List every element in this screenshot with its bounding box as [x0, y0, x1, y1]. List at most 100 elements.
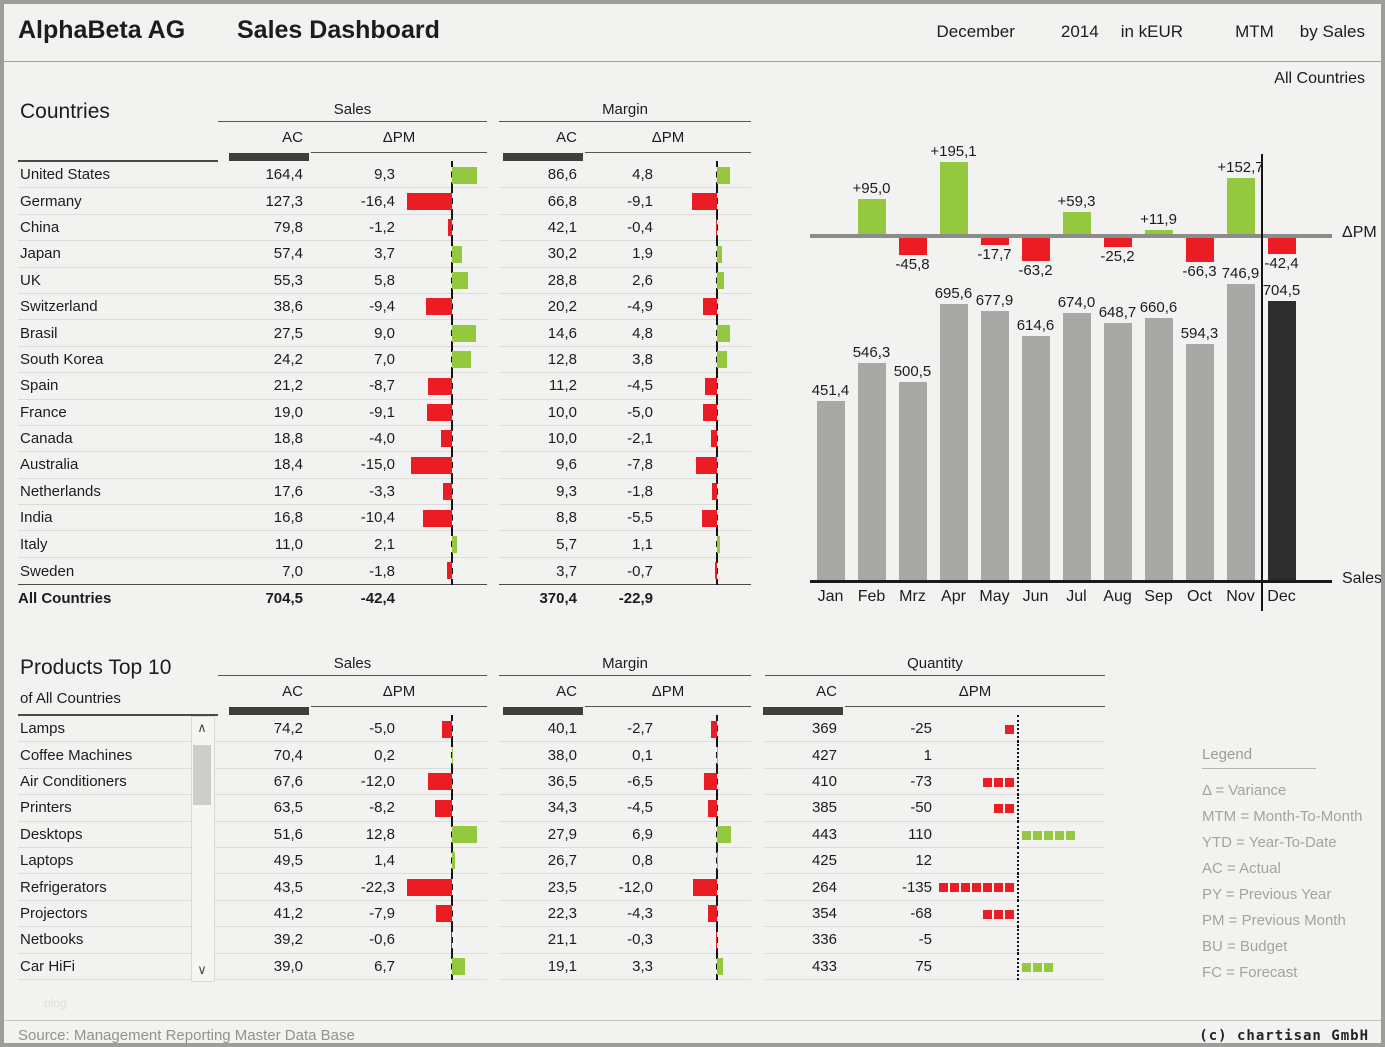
- quantity-dpm-cell: [940, 767, 1105, 796]
- sales-dpm-value: 7,0: [311, 347, 403, 374]
- quantity-blocks: [1004, 725, 1014, 734]
- quantity-block: [949, 883, 959, 893]
- quantity-dpm-cell: [940, 715, 1105, 743]
- variance-negative-bar: [1185, 238, 1214, 263]
- margin-ac-value: 19,1: [499, 954, 585, 980]
- sales-dpm-value: -0,6: [311, 927, 403, 954]
- col-header-dpm: ΔPM: [382, 128, 416, 146]
- quantity-block: [982, 883, 992, 893]
- zero-axis-line: [1016, 873, 1019, 901]
- quantity-block: [1004, 804, 1014, 814]
- product-name: Air Conditioners: [18, 769, 218, 796]
- quantity-dpm-cell: [940, 794, 1105, 822]
- quantity-block: [1065, 830, 1075, 840]
- sales-value-label: 500,5: [893, 362, 932, 380]
- sales-dpm-value: 3,7: [311, 241, 403, 268]
- sales-dpm-value: -8,2: [311, 795, 403, 822]
- margin-dpm-bar-cell: [661, 794, 751, 822]
- dpm-axis-label: ΔPM: [1342, 224, 1377, 241]
- sales-month-bar: [1144, 318, 1173, 580]
- zero-axis-line: [1016, 952, 1019, 980]
- margin-dpm-bar-cell: [661, 873, 751, 901]
- sales-value-label: 695,6: [934, 285, 973, 303]
- sales-dpm-bar-cell: [403, 926, 487, 954]
- margin-dpm-value: -1,8: [585, 479, 661, 506]
- product-name: Desktops: [18, 822, 218, 848]
- sales-dpm-bar-cell: [403, 820, 487, 848]
- quantity-dpm-value: 110: [845, 822, 940, 848]
- scope-label: All Countries: [1274, 70, 1365, 87]
- margin-ac-value: 30,2: [499, 241, 585, 268]
- sales-dpm-bar-cell: [403, 952, 487, 980]
- margin-dpm-value: 0,8: [585, 848, 661, 875]
- quantity-ac-value: 354: [765, 901, 845, 928]
- margin-ac-value: 86,6: [499, 162, 585, 189]
- variance-value-label: +11,9: [1140, 210, 1177, 228]
- margin-dpm-bar-cell: [661, 952, 751, 980]
- margin-ac-value: 22,3: [499, 901, 585, 928]
- margin-ac-value: 10,0: [499, 400, 585, 426]
- total-margin-ac: 370,4: [499, 584, 585, 611]
- country-name: China: [18, 215, 218, 242]
- sales-ac-value: 19,0: [218, 400, 311, 426]
- col-header-ac: AC: [556, 128, 577, 146]
- scroll-up-button[interactable]: ∧: [197, 720, 207, 735]
- sales-ac-value: 18,8: [218, 426, 311, 453]
- positive-variance-bar: [716, 324, 730, 342]
- quantity-block: [938, 883, 948, 893]
- country-name: Spain: [18, 373, 218, 400]
- negative-variance-bar: [715, 219, 717, 237]
- margin-dpm-value: -0,4: [585, 215, 661, 242]
- quantity-dpm-value: -25: [845, 716, 940, 743]
- sales-ac-value: 21,2: [218, 373, 311, 400]
- quantity-block: [1021, 830, 1031, 840]
- legend-item: PM = Previous Month: [1202, 911, 1346, 929]
- margin-dpm-value: 0,1: [585, 742, 661, 769]
- variance-negative-bar: [1267, 238, 1296, 254]
- product-name: Car HiFi: [18, 954, 218, 980]
- variance-value-label: -66,3: [1182, 263, 1217, 281]
- sales-dpm-bar-cell: [403, 266, 487, 294]
- margin-dpm-value: -9,1: [585, 188, 661, 215]
- margin-dpm-bar-cell: [661, 345, 751, 374]
- quantity-dpm-cell: [940, 952, 1105, 980]
- sales-dpm-value: 1,4: [311, 848, 403, 875]
- margin-dpm-value: 4,8: [585, 320, 661, 347]
- positive-variance-bar: [451, 166, 478, 184]
- group-header-margin: Margin: [499, 98, 751, 122]
- scroll-down-button[interactable]: ∨: [197, 962, 207, 977]
- negative-variance-bar: [426, 298, 452, 316]
- month-label: Jun: [1022, 588, 1049, 605]
- quantity-dpm-value: -50: [845, 795, 940, 822]
- quantity-dpm-value: -73: [845, 769, 940, 796]
- ac-scale-bar: [218, 706, 311, 716]
- sales-dpm-value: -4,0: [311, 426, 403, 453]
- margin-ac-value: 11,2: [499, 373, 585, 400]
- products-scrollbar[interactable]: ∧ ∨: [191, 716, 215, 982]
- negative-variance-bar: [428, 377, 452, 395]
- dpm-column-rule: [845, 706, 1105, 716]
- variance-positive-bar: [939, 162, 968, 234]
- month-label: Apr: [941, 588, 966, 605]
- negative-variance-bar: [410, 456, 452, 474]
- legend-item: PY = Previous Year: [1202, 885, 1332, 903]
- meta-year: 2014: [1060, 22, 1099, 41]
- ac-scale-bar: [763, 706, 845, 716]
- sales-ac-value: 67,6: [218, 769, 311, 796]
- negative-variance-bar: [442, 483, 452, 501]
- current-month-separator-line: [1261, 154, 1263, 611]
- margin-dpm-value: -5,5: [585, 505, 661, 532]
- sales-dpm-bar-cell: [403, 530, 487, 558]
- countries-section-title: Countries: [20, 100, 110, 123]
- sales-month-bar: [1021, 336, 1050, 580]
- quantity-blocks: [982, 909, 1014, 919]
- quantity-block: [1004, 909, 1014, 919]
- ac-scale-bar: [499, 706, 585, 716]
- scroll-thumb[interactable]: [193, 745, 211, 805]
- negative-variance-bar: [407, 192, 452, 210]
- margin-dpm-bar-cell: [661, 556, 751, 586]
- sales-dpm-value: 0,2: [311, 742, 403, 769]
- country-name: Sweden: [20, 562, 75, 580]
- header-meta: December 2014 in kEUR MTM by Sales: [936, 22, 1365, 42]
- meta-by: by Sales: [1299, 22, 1365, 41]
